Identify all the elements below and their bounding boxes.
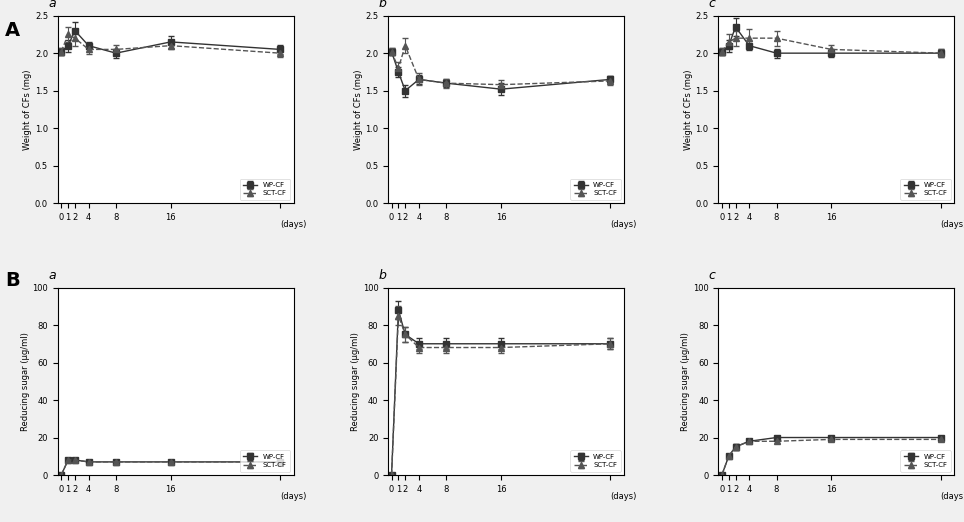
Text: b: b xyxy=(379,269,387,282)
Text: (days): (days) xyxy=(610,492,637,501)
Text: c: c xyxy=(709,0,715,10)
Text: (days): (days) xyxy=(281,220,307,229)
Text: b: b xyxy=(379,0,387,10)
Legend: WP-CF, SCT-CF: WP-CF, SCT-CF xyxy=(900,450,951,471)
Y-axis label: Reducing sugar (μg/ml): Reducing sugar (μg/ml) xyxy=(682,332,690,431)
Text: (days): (days) xyxy=(941,220,964,229)
Text: (days): (days) xyxy=(281,492,307,501)
Y-axis label: Reducing sugar (μg/ml): Reducing sugar (μg/ml) xyxy=(20,332,30,431)
Y-axis label: Reducing sugar (μg/ml): Reducing sugar (μg/ml) xyxy=(351,332,360,431)
Text: a: a xyxy=(48,0,56,10)
Y-axis label: Weight of CFs (mg): Weight of CFs (mg) xyxy=(354,69,362,150)
Y-axis label: Weight of CFs (mg): Weight of CFs (mg) xyxy=(683,69,693,150)
Legend: WP-CF, SCT-CF: WP-CF, SCT-CF xyxy=(570,450,621,471)
Text: c: c xyxy=(709,269,715,282)
Y-axis label: Weight of CFs (mg): Weight of CFs (mg) xyxy=(23,69,32,150)
Text: (days): (days) xyxy=(941,492,964,501)
Text: A: A xyxy=(5,21,20,40)
Legend: WP-CF, SCT-CF: WP-CF, SCT-CF xyxy=(900,179,951,200)
Text: (days): (days) xyxy=(610,220,637,229)
Legend: WP-CF, SCT-CF: WP-CF, SCT-CF xyxy=(240,179,290,200)
Legend: WP-CF, SCT-CF: WP-CF, SCT-CF xyxy=(240,450,290,471)
Text: B: B xyxy=(5,271,19,290)
Text: a: a xyxy=(48,269,56,282)
Legend: WP-CF, SCT-CF: WP-CF, SCT-CF xyxy=(570,179,621,200)
